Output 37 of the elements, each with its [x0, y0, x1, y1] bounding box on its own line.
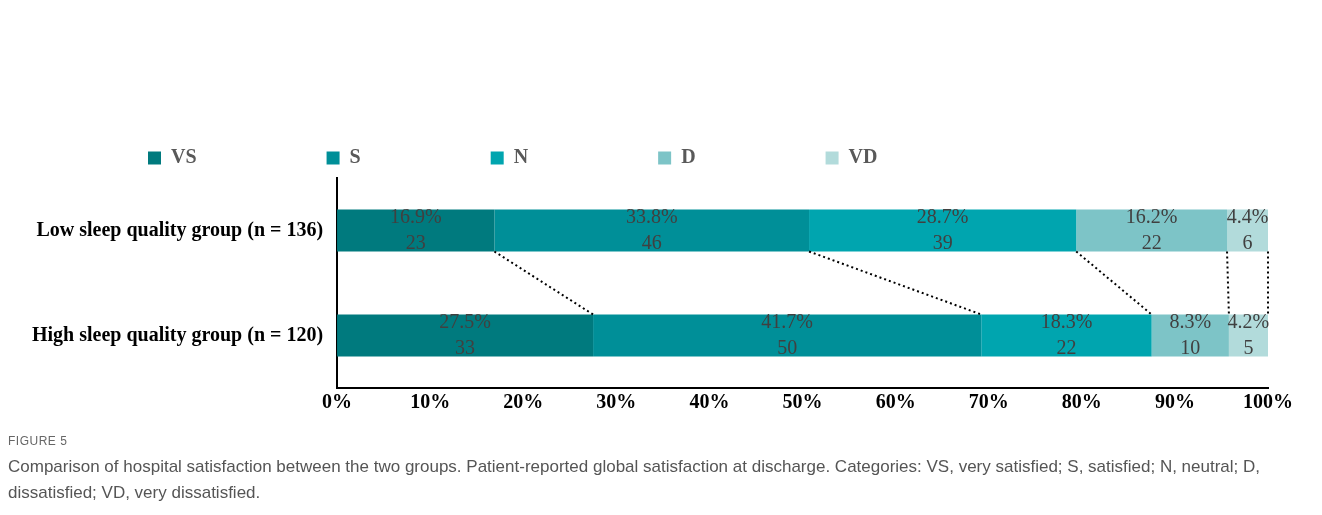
legend-label: S — [349, 145, 361, 168]
text: Comparison of hospital satisfaction between the two groups. Patient-reported global satisfaction at discharge. Categories: VS, very satisfied; S, satisfied; N, neutral; D, dissatisfied; VD, very dissatisfied. — [8, 456, 1262, 504]
x-tick-label: 100% — [1243, 390, 1293, 413]
x-tick-label: 70% — [968, 390, 1009, 413]
legend-label: VD — [848, 145, 878, 168]
x-tick-label: 90% — [1154, 390, 1195, 413]
data-label: 33.8% 46 — [625, 204, 678, 253]
data-label: 16.9% 23 — [389, 204, 442, 253]
x-tick-label: 40% — [689, 390, 730, 413]
x-tick-label: 30% — [596, 390, 637, 413]
data-label: 18.3% 22 — [1040, 309, 1093, 358]
bar — [337, 209, 495, 252]
bar — [494, 209, 810, 252]
legend-label: VS — [171, 145, 197, 168]
x-tick-label: 0% — [322, 390, 353, 413]
caption: FIGURE 5 — [8, 434, 69, 448]
data-label: 27.5% 33 — [439, 309, 491, 358]
x-tick-label: 10% — [410, 390, 451, 413]
y-tick-label: High sleep quality group (n = 120) — [32, 322, 324, 346]
data-label: 4.2% 5 — [1227, 309, 1270, 358]
bar — [981, 314, 1152, 357]
data-label: 8.3% 10 — [1169, 309, 1212, 358]
data-label: 16.2% 22 — [1125, 204, 1178, 253]
x-tick-label: 80% — [1061, 390, 1102, 413]
legend-label: N — [513, 145, 529, 168]
data-label: 4.4% 6 — [1226, 204, 1269, 253]
x-tick-label: 50% — [782, 390, 823, 413]
bar — [1076, 209, 1228, 252]
bar — [337, 314, 594, 357]
x-tick-label: 60% — [875, 390, 916, 413]
y-tick-label: Low sleep quality group (n = 136) — [36, 217, 324, 241]
data-label: 28.7% 39 — [916, 204, 969, 253]
bar — [809, 209, 1077, 252]
data-label: 41.7% 50 — [761, 309, 814, 358]
x-tick-label: 20% — [503, 390, 544, 413]
legend-label: D — [681, 145, 696, 168]
bar — [593, 314, 982, 357]
